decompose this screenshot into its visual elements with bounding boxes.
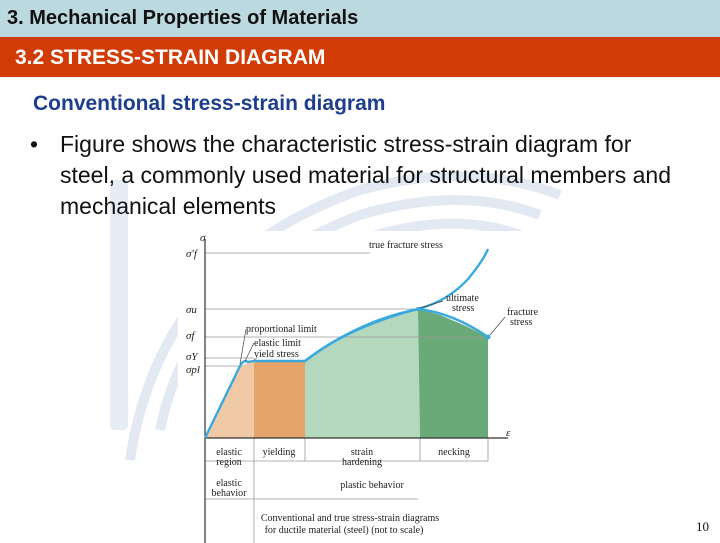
sigma-pl-label: σpl <box>186 364 200 376</box>
section-title-bar: 3. Mechanical Properties of Materials <box>0 0 720 37</box>
bullet-text: Figure shows the characteristic stress-s… <box>60 131 672 219</box>
bullet-marker: • <box>30 131 39 157</box>
true-fracture-stress-label: true fracture stress <box>369 240 443 251</box>
ultimate-stress-label-1: ultimate <box>446 293 479 304</box>
necking-region-fill <box>418 309 488 438</box>
ultimate-point <box>416 307 420 311</box>
x-axis-symbol: ε <box>506 427 511 439</box>
reference-lines <box>205 252 489 543</box>
axes <box>204 239 508 543</box>
sigma-f-label: σf <box>186 330 196 342</box>
section-title: 3. Mechanical Properties of Materials <box>7 7 359 29</box>
elastic-region-label-2: region <box>216 457 242 468</box>
subsection-title-bar: 3.2 STRESS-STRAIN DIAGRAM <box>0 37 720 77</box>
elastic-behavior-label-2: behavior <box>212 488 248 499</box>
yield-stress-label: yield stress <box>254 349 299 360</box>
fracture-stress-label-1: fracture <box>507 307 539 318</box>
yielding-label: yielding <box>263 447 296 458</box>
sigma-f-true-label: σ′f <box>186 248 199 260</box>
sigma-y-label: σY <box>186 351 199 363</box>
elastic-behavior-label-1: elastic <box>216 478 242 489</box>
fracture-point <box>485 334 491 340</box>
fracture-stress-label-2: stress <box>510 317 532 328</box>
ultimate-stress-label-2: stress <box>452 303 474 314</box>
slide-heading: Conventional stress-strain diagram <box>33 92 386 115</box>
page-number: 10 <box>696 519 709 534</box>
proportional-limit-label: proportional limit <box>246 324 317 335</box>
elastic-region-fill <box>205 361 254 438</box>
annotation-leaders <box>239 300 506 365</box>
sigma-u-label: σu <box>186 304 197 316</box>
subsection-title: 3.2 STRESS-STRAIN DIAGRAM <box>15 46 326 69</box>
strain-hardening-label-2: hardening <box>342 457 382 468</box>
stress-strain-figure: σ ε σ′f σu σf σY σpl true fracture stres… <box>178 231 545 543</box>
plastic-behavior-label: plastic behavior <box>340 480 404 491</box>
elastic-region-label-1: elastic <box>216 447 242 458</box>
strain-hardening-region-fill <box>305 309 420 438</box>
figure-caption-2: for ductile material (steel) (not to sca… <box>265 525 424 536</box>
elastic-limit-label: elastic limit <box>254 338 301 349</box>
strain-hardening-label-1: strain <box>351 447 373 458</box>
necking-label: necking <box>438 447 470 458</box>
figure-caption-1: Conventional and true stress-strain diag… <box>261 513 439 524</box>
y-axis-symbol: σ <box>200 232 206 244</box>
yielding-region-fill <box>254 361 305 438</box>
